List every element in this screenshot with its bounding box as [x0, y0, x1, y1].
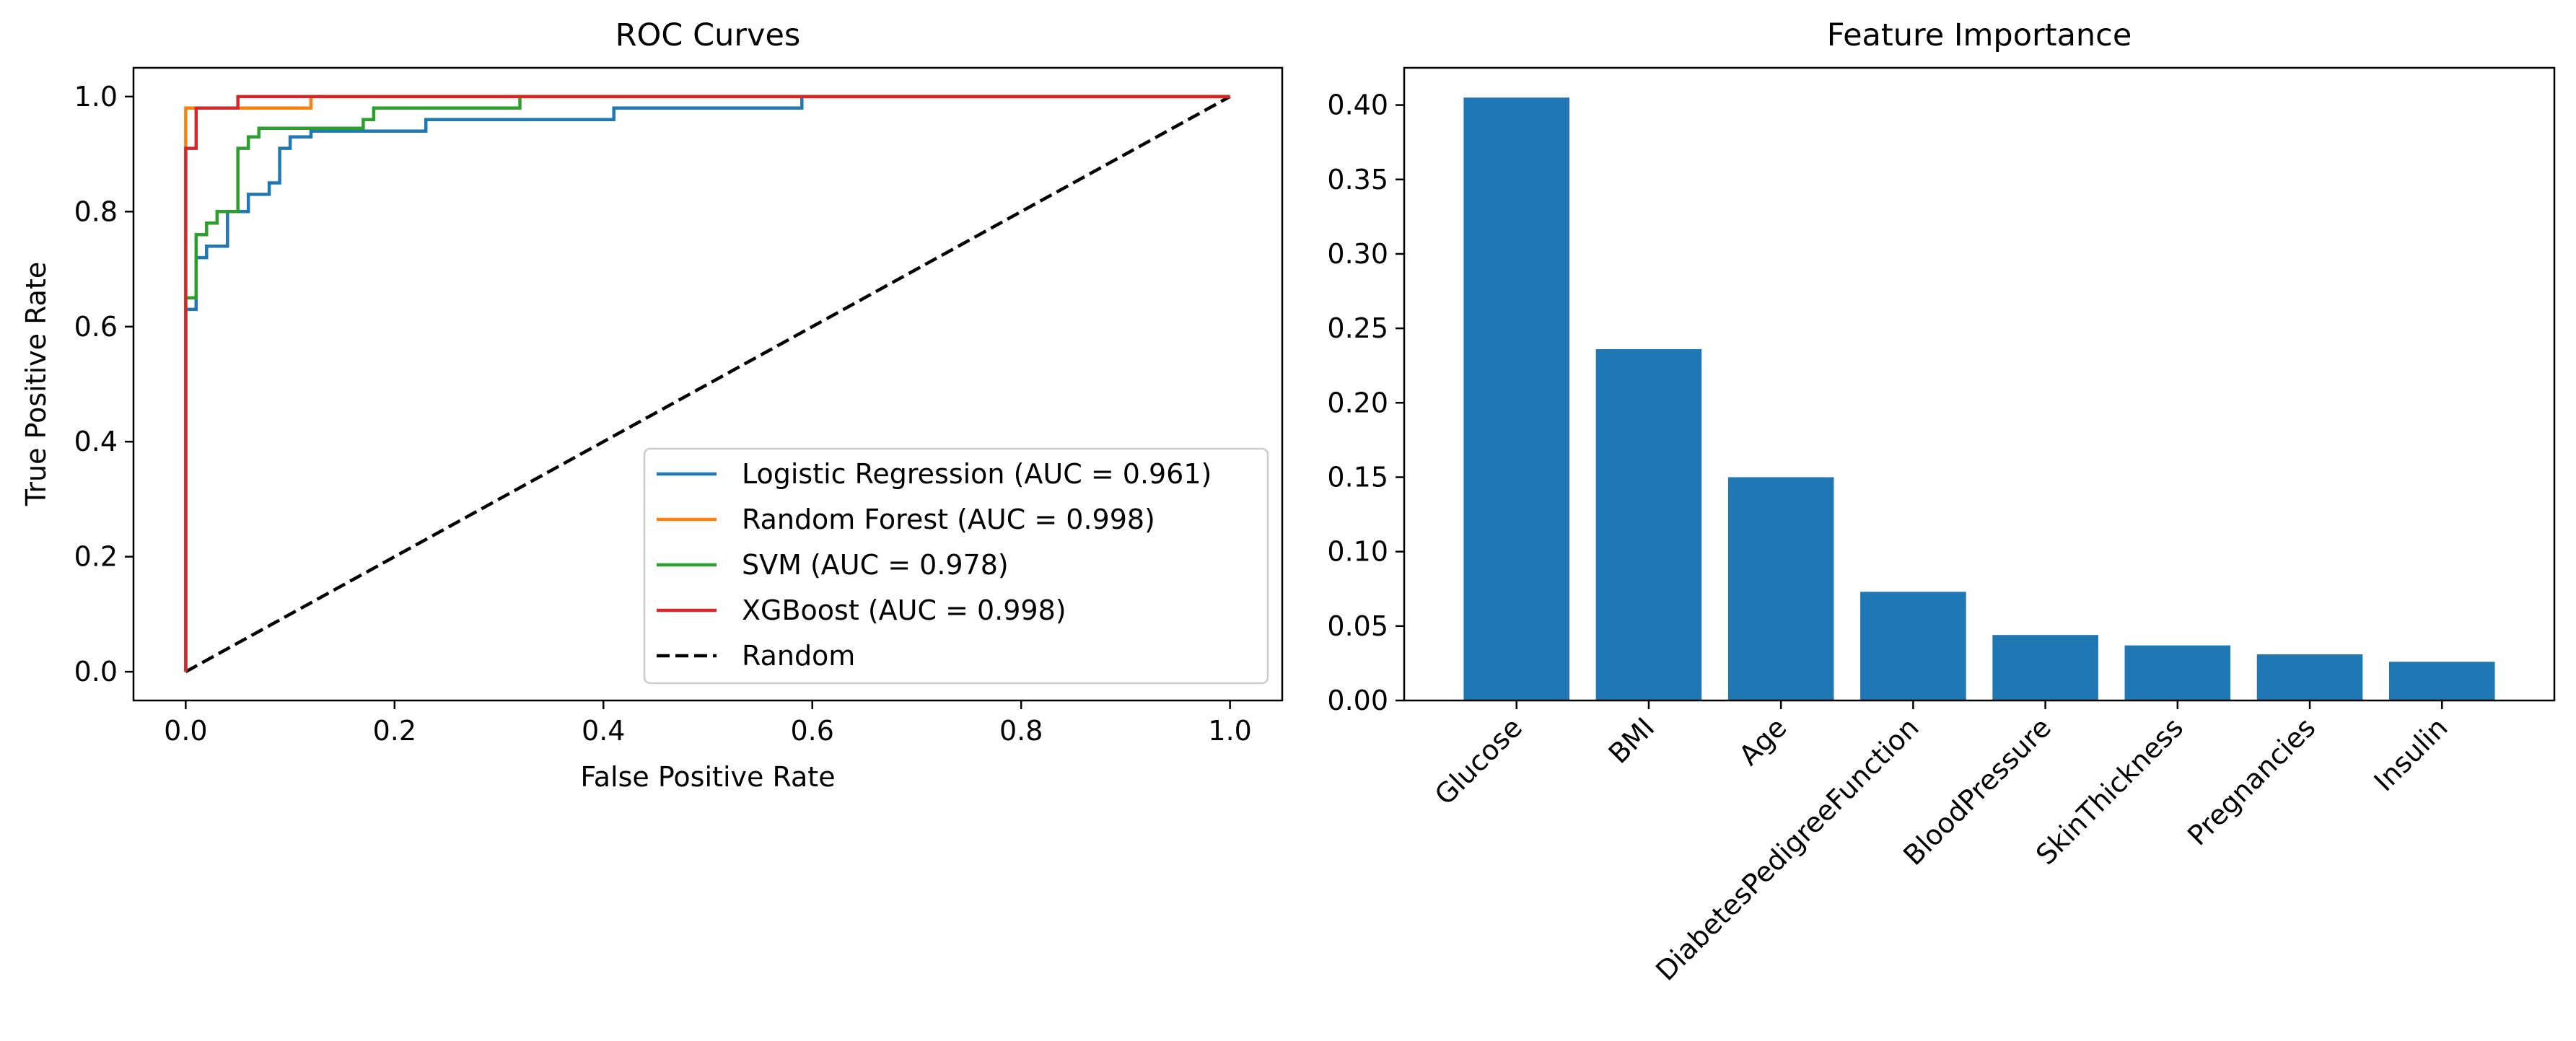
feature-importance-y-tick-label: 0.20 — [1327, 387, 1388, 418]
roc-legend-label: Logistic Regression (AUC = 0.961) — [742, 458, 1212, 490]
roc-y-tick-label: 1.0 — [74, 81, 118, 113]
feature-importance-bar — [2256, 654, 2363, 700]
feature-importance-x-tick-label: Pregnancies — [2181, 711, 2321, 851]
feature-importance-bars — [1463, 97, 2495, 701]
roc-legend-label: SVM (AUC = 0.978) — [742, 549, 1009, 581]
roc-plot-frame — [132, 66, 1284, 702]
feature-importance-title: Feature Importance — [1827, 17, 2132, 53]
roc-x-axis-label: False Positive Rate — [580, 761, 835, 793]
roc-ticks: 0.0 0.2 0.4 0.6 0.8 1.0 0.0 0.2 0.4 0.6 0.8 1.0 — [74, 81, 1252, 747]
feature-importance-bar — [1595, 349, 1702, 700]
roc-y-axis-label: True Positive Rate — [20, 262, 52, 507]
feature-importance-bar — [1860, 592, 1966, 700]
roc-x-tick-label: 0.8 — [999, 715, 1043, 747]
feature-importance-x-tick-label: Insulin — [2368, 711, 2454, 797]
feature-importance-bar — [1992, 635, 2098, 700]
feature-importance-bar — [2388, 662, 2495, 700]
roc-legend-label: XGBoost (AUC = 0.998) — [742, 594, 1066, 626]
roc-series-line-2 — [184, 95, 1230, 672]
feature-importance-x-tick-label: BMI — [1603, 711, 1661, 770]
feature-importance-y-tick-label: 0.15 — [1327, 461, 1388, 493]
feature-importance-y-tick-label: 0.00 — [1327, 685, 1388, 716]
roc-legend-box — [643, 447, 1269, 685]
feature-importance-plot-frame — [1403, 66, 2556, 702]
roc-y-tick-label: 0.2 — [74, 541, 118, 573]
feature-importance-x-tick-label: DiabetesPedigreeFunction — [1650, 711, 1925, 987]
roc-lines — [184, 95, 1231, 674]
feature-importance-y-tick-label: 0.35 — [1327, 164, 1388, 196]
roc-x-tick-label: 0.2 — [373, 715, 416, 747]
roc-legend-label: Random — [742, 640, 855, 672]
roc-series-line-0 — [184, 95, 1230, 672]
roc-title: ROC Curves — [615, 17, 801, 53]
feature-importance-chart: Feature Importance 0.00 0.05 0.10 0.15 0.20 0… — [1327, 17, 2556, 987]
feature-importance-x-tick-label: Glucose — [1429, 711, 1528, 811]
feature-importance-y-tick-label: 0.05 — [1327, 610, 1388, 642]
roc-x-tick-label: 1.0 — [1208, 715, 1251, 747]
roc-x-tick-label: 0.6 — [791, 715, 834, 747]
roc-y-tick-label: 0.0 — [74, 656, 118, 688]
roc-x-tick-label: 0.0 — [164, 715, 207, 747]
roc-x-tick-label: 0.4 — [582, 715, 625, 747]
roc-series-line-3 — [184, 95, 1230, 672]
roc-y-tick-label: 0.8 — [74, 196, 118, 227]
roc-y-tick-label: 0.4 — [74, 426, 118, 457]
feature-importance-bar — [1463, 97, 1570, 701]
feature-importance-y-tick-label: 0.25 — [1327, 312, 1388, 344]
feature-importance-bar — [2124, 645, 2231, 700]
roc-y-tick-label: 0.6 — [74, 311, 118, 343]
feature-importance-y-tick-label: 0.30 — [1327, 238, 1388, 270]
roc-chart: ROC Curves 0.0 0.2 0.4 0.6 0.8 1.00.00.20.40.… — [20, 17, 1284, 793]
roc-series-line-4 — [185, 95, 1231, 674]
roc-legend: Logistic Regression (AUC = 0.961) Random … — [643, 447, 1269, 685]
roc-legend-label: Random Forest (AUC = 0.998) — [742, 504, 1155, 535]
feature-importance-x-tick-label: Age — [1732, 711, 1792, 771]
feature-importance-y-tick-label: 0.10 — [1327, 536, 1388, 568]
feature-importance-y-tick-label: 0.40 — [1327, 89, 1388, 121]
feature-importance-bar — [1727, 477, 1834, 700]
